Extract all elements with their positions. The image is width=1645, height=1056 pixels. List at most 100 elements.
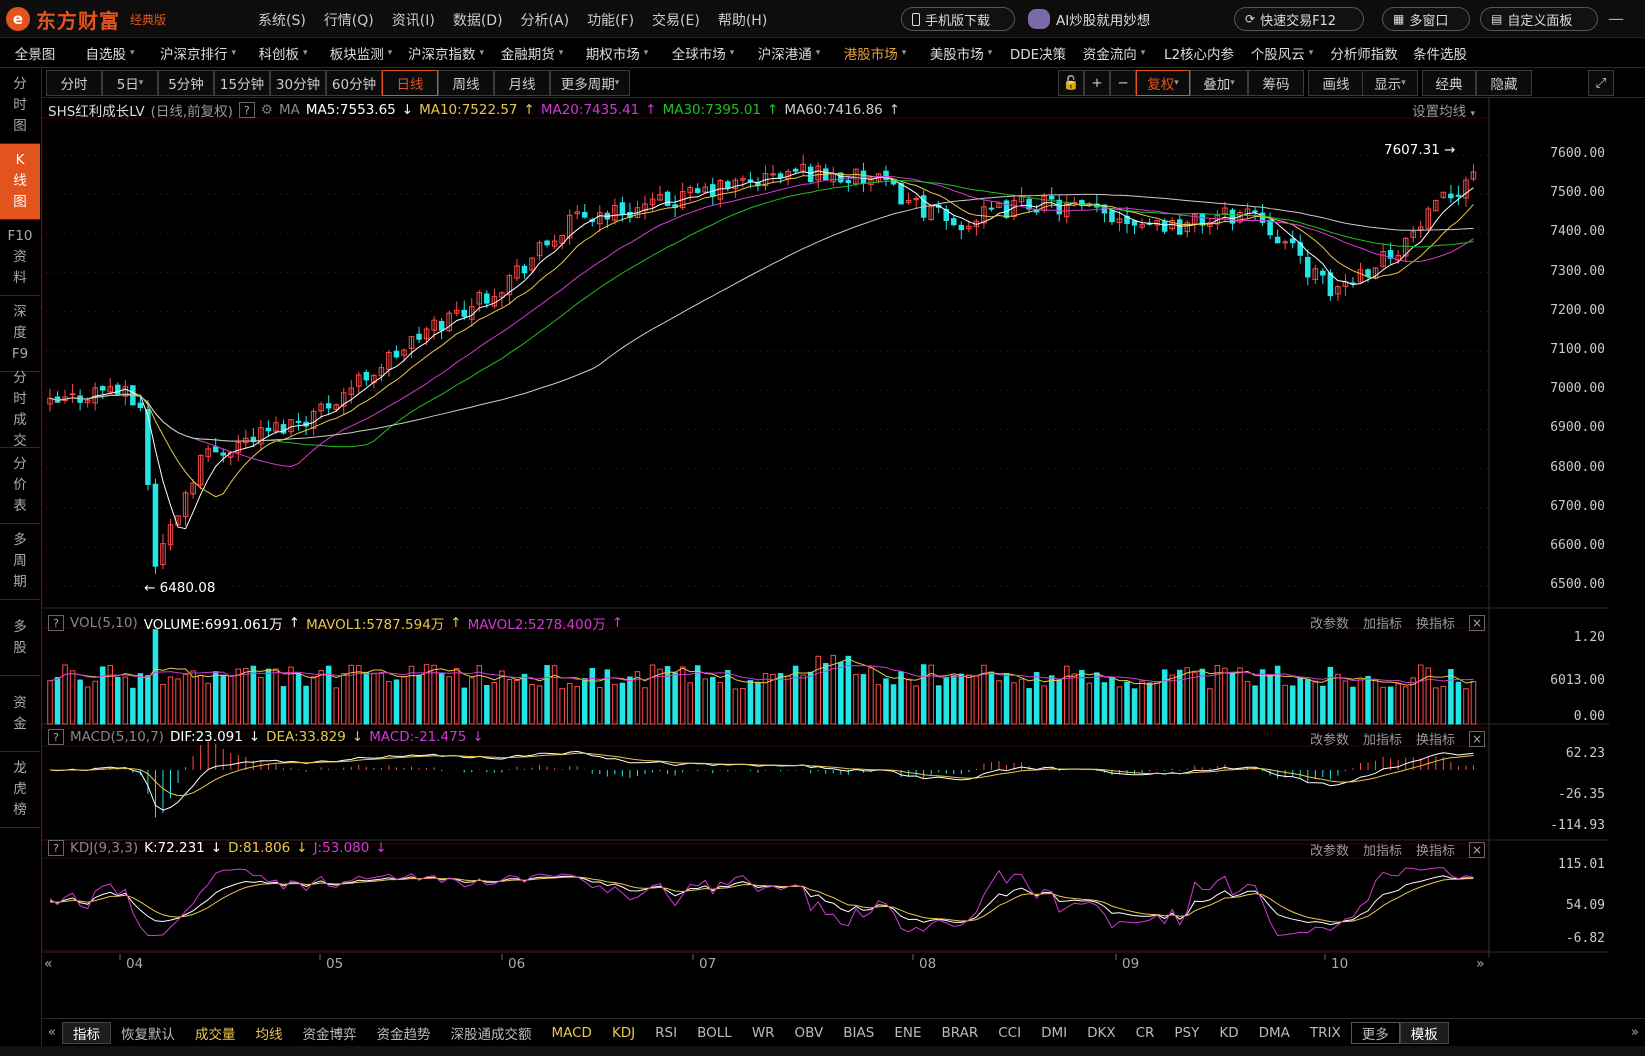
nav-item[interactable]: DDE决策 bbox=[1009, 46, 1067, 63]
indicator-tab[interactable]: MACD bbox=[551, 1024, 592, 1041]
nav-item[interactable]: 期权市场 ▾ bbox=[585, 46, 649, 63]
period-button[interactable]: 日线 bbox=[382, 70, 438, 96]
indicator-tab[interactable]: DMA bbox=[1258, 1024, 1290, 1041]
indicator-tab[interactable]: KDJ bbox=[611, 1024, 636, 1041]
indicator-tab[interactable]: CCI bbox=[998, 1024, 1022, 1041]
indicator-tab[interactable]: DMI bbox=[1041, 1024, 1068, 1041]
tool-button[interactable]: 筹码 bbox=[1248, 70, 1304, 96]
menu-item[interactable]: 交易(E) bbox=[652, 13, 700, 29]
zoom-out-icon[interactable]: − bbox=[1110, 70, 1136, 96]
indicator-tab[interactable]: BOLL bbox=[697, 1024, 732, 1041]
panel-button[interactable]: 改参数 bbox=[1309, 617, 1349, 632]
multi-window-button[interactable]: ▦ 多窗口 bbox=[1382, 7, 1470, 31]
tool-button[interactable]: 叠加 ▾ bbox=[1190, 70, 1248, 96]
nav-item[interactable]: 条件选股 bbox=[1413, 46, 1467, 63]
indicator-tab[interactable]: 恢复默认 bbox=[120, 1026, 175, 1043]
nav-item[interactable]: 全球市场 ▾ bbox=[671, 46, 735, 63]
chart-area[interactable]: 7607.31 → ← 6480.08 04 05 06 07 08 09 10 « » SHS红利… bbox=[42, 98, 1609, 1018]
tool-button[interactable]: 复权 ▾ bbox=[1136, 70, 1190, 96]
menu-item[interactable]: 系统(S) bbox=[258, 13, 306, 29]
indicator-tab[interactable]: ENE bbox=[894, 1024, 922, 1041]
nav-item[interactable]: 沪深京指数 ▾ bbox=[407, 46, 485, 63]
help-icon[interactable]: ? bbox=[238, 102, 255, 118]
close-icon[interactable]: × bbox=[1469, 614, 1485, 631]
scroll-right-icon[interactable]: » bbox=[1476, 956, 1485, 972]
close-icon[interactable]: × bbox=[1469, 841, 1485, 858]
close-icon[interactable]: × bbox=[1469, 730, 1485, 747]
ma-settings-link[interactable]: 设置均线 ▾ bbox=[1412, 104, 1475, 120]
menu-item[interactable]: 帮助(H) bbox=[717, 13, 768, 29]
period-button[interactable]: 5日 ▾ bbox=[102, 70, 158, 96]
period-button[interactable]: 月线 bbox=[494, 70, 550, 96]
period-button[interactable]: 60分钟 bbox=[326, 70, 382, 96]
scroll-left-icon[interactable]: « bbox=[44, 956, 53, 972]
indicator-tab[interactable]: 深股通成交额 bbox=[450, 1026, 532, 1043]
panel-button[interactable]: 换指标 bbox=[1415, 617, 1455, 632]
menu-item[interactable]: 行情(Q) bbox=[323, 13, 374, 29]
nav-item[interactable]: 自选股 ▾ bbox=[85, 46, 135, 63]
indicator-tab[interactable]: RSI bbox=[655, 1024, 678, 1041]
panel-button[interactable]: 换指标 bbox=[1415, 844, 1455, 859]
nav-item[interactable]: 科创板 ▾ bbox=[258, 46, 308, 63]
period-button[interactable]: 周线 bbox=[438, 70, 494, 96]
left-nav-item[interactable]: 分时图 bbox=[0, 68, 40, 144]
nav-item[interactable]: 分析师指数 bbox=[1330, 46, 1398, 63]
indicator-tab[interactable]: 资金趋势 bbox=[376, 1026, 431, 1043]
indicator-tab[interactable]: 指标 bbox=[61, 1021, 111, 1044]
menu-item[interactable]: 分析(A) bbox=[520, 13, 570, 29]
indicator-tab[interactable]: 更多 bbox=[1350, 1021, 1400, 1044]
indicator-tab[interactable]: DKX bbox=[1087, 1024, 1116, 1041]
help-icon[interactable]: ? bbox=[48, 729, 64, 745]
nav-item[interactable]: 金融期货 ▾ bbox=[500, 46, 564, 63]
minimize-icon[interactable]: — bbox=[1608, 9, 1624, 28]
indicator-tab[interactable]: TRIX bbox=[1309, 1024, 1341, 1041]
nav-item[interactable]: 资金流向 ▾ bbox=[1082, 46, 1146, 63]
help-icon[interactable]: ? bbox=[48, 615, 64, 631]
menu-item[interactable]: 数据(D) bbox=[452, 13, 503, 29]
nav-item[interactable]: 全景图 bbox=[14, 46, 56, 63]
expand-icon[interactable]: » bbox=[1631, 1025, 1639, 1040]
indicator-tab[interactable]: BRAR bbox=[941, 1024, 979, 1041]
mobile-download-button[interactable]: 手机版下载 bbox=[901, 7, 1015, 31]
panel-button[interactable]: 换指标 bbox=[1415, 733, 1455, 748]
zoom-in-icon[interactable]: + bbox=[1084, 70, 1110, 96]
scroll-left-icon[interactable]: « bbox=[48, 1025, 56, 1040]
indicator-tab[interactable]: 均线 bbox=[255, 1026, 283, 1043]
nav-item[interactable]: 港股市场 ▾ bbox=[843, 46, 907, 63]
left-nav-item[interactable]: 资金 bbox=[0, 676, 40, 752]
indicator-tab[interactable]: 成交量 bbox=[194, 1026, 236, 1043]
indicator-tab[interactable]: BIAS bbox=[843, 1024, 875, 1041]
custom-panel-button[interactable]: ▤ 自定义面板 bbox=[1480, 7, 1598, 31]
left-nav-item[interactable]: 多股 bbox=[0, 600, 40, 676]
fullscreen-icon[interactable]: ⤢ bbox=[1588, 70, 1614, 96]
indicator-tab[interactable]: 资金博弈 bbox=[302, 1026, 357, 1043]
left-nav-item[interactable]: 深度 F9 bbox=[0, 296, 40, 372]
nav-item[interactable]: 沪深港通 ▾ bbox=[757, 46, 821, 63]
indicator-tab[interactable]: 模板 bbox=[1399, 1021, 1449, 1044]
nav-item[interactable]: 美股市场 ▾ bbox=[929, 46, 993, 63]
indicator-tab[interactable]: KD bbox=[1219, 1024, 1239, 1041]
panel-button[interactable]: 加指标 bbox=[1362, 617, 1402, 632]
menu-item[interactable]: 资讯(I) bbox=[391, 13, 435, 29]
period-button[interactable]: 分时 bbox=[46, 70, 102, 96]
settings-icon[interactable]: ⚙ bbox=[260, 102, 274, 118]
period-button[interactable]: 更多周期 ▾ bbox=[550, 70, 630, 96]
lock-icon[interactable]: 🔓 bbox=[1058, 70, 1084, 96]
indicator-tab[interactable]: PSY bbox=[1174, 1024, 1200, 1041]
nav-item[interactable]: 个股风云 ▾ bbox=[1250, 46, 1314, 63]
tool-button[interactable]: 隐藏 bbox=[1476, 70, 1532, 96]
left-nav-item[interactable]: F10 资料 bbox=[0, 220, 40, 296]
tool-button[interactable]: 经典 bbox=[1422, 70, 1476, 96]
nav-item[interactable]: 板块监测 ▾ bbox=[329, 46, 393, 63]
panel-button[interactable]: 加指标 bbox=[1362, 733, 1402, 748]
nav-item[interactable]: 沪深京排行 ▾ bbox=[159, 46, 237, 63]
period-button[interactable]: 30分钟 bbox=[270, 70, 326, 96]
left-nav-item[interactable]: 多周期 bbox=[0, 524, 40, 600]
tool-button[interactable]: 显示 ▾ bbox=[1362, 70, 1418, 96]
indicator-tab[interactable]: OBV bbox=[794, 1024, 824, 1041]
tool-button[interactable]: 画线 bbox=[1308, 70, 1364, 96]
kline-chart-svg[interactable]: 7607.31 → ← 6480.08 04 05 06 07 08 09 10 « » bbox=[42, 98, 1609, 1018]
panel-button[interactable]: 加指标 bbox=[1362, 844, 1402, 859]
panel-button[interactable]: 改参数 bbox=[1309, 733, 1349, 748]
